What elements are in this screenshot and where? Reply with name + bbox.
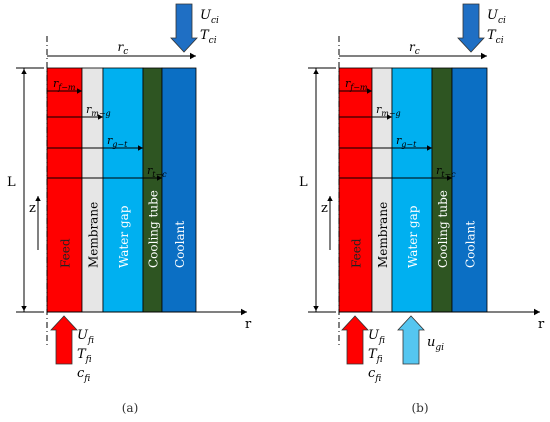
- coolant-inlet-arrow: [457, 3, 485, 53]
- radius-arrow: [47, 88, 82, 94]
- z-axis-label: z: [29, 201, 36, 216]
- feed-concentration-label: cfi: [368, 366, 381, 384]
- length-dimension: [16, 67, 44, 313]
- length-dimension: [308, 67, 336, 313]
- layer-water-gap: [102, 67, 144, 313]
- layer-label-water-gap: Water gap: [117, 205, 131, 268]
- coolant-temperature-label: Tci: [487, 28, 504, 46]
- z-axis: [327, 196, 333, 250]
- rc-label: rc: [409, 40, 420, 57]
- layer-label-membrane: Membrane: [376, 202, 390, 268]
- gap-velocity-label: ugi: [427, 335, 444, 353]
- layer-cooling-tube: [431, 67, 453, 313]
- coolant-velocity-label: Uci: [200, 8, 219, 26]
- length-label: L: [7, 175, 16, 190]
- panel-caption: (a): [122, 401, 139, 415]
- r-axis-label: r: [538, 317, 545, 332]
- z-axis: [35, 196, 41, 250]
- layer-coolant: [161, 67, 197, 313]
- feed-temperature-label: Tfi: [77, 347, 92, 365]
- radius-label: rt−c: [147, 164, 167, 179]
- rc-label: rc: [118, 40, 129, 57]
- layer-label-feed: Feed: [350, 238, 364, 268]
- panel-caption: (b): [411, 401, 428, 415]
- feed-velocity-label: Ufi: [77, 328, 94, 346]
- feed-inlet-arrow: [341, 315, 369, 365]
- radius-label: rm−g: [376, 103, 401, 118]
- radius-label: rf−m: [345, 77, 368, 92]
- rc-dimension: [339, 52, 487, 60]
- radius-label: rm−g: [86, 103, 111, 118]
- radius-arrow: [339, 88, 372, 94]
- layer-label-coolant: Coolant: [464, 221, 478, 268]
- radius-arrow: [339, 114, 392, 120]
- layer-membrane: [371, 67, 393, 313]
- layer-label-coolant: Coolant: [173, 221, 187, 268]
- layer-feed: [338, 67, 373, 313]
- radius-label: rg−t: [107, 134, 128, 149]
- layer-label-membrane: Membrane: [87, 202, 101, 268]
- layer-label-cooling-tube: Cooling tube: [147, 190, 161, 268]
- radius-arrow: [47, 114, 103, 120]
- radius-label: rg−t: [396, 134, 417, 149]
- coolant-inlet-arrow: [170, 3, 198, 53]
- radius-arrow: [339, 175, 452, 181]
- r-axis: [47, 308, 247, 316]
- coolant-temperature-label: Tci: [200, 28, 217, 46]
- length-label: L: [299, 175, 308, 190]
- layer-water-gap: [391, 67, 433, 313]
- r-axis-label: r: [245, 317, 252, 332]
- panel-a: Feed Membrane Water gap Cooling tube Coolant…: [7, 3, 252, 415]
- radius-arrow: [339, 145, 432, 151]
- layer-feed: [46, 67, 83, 313]
- z-axis-label: z: [321, 201, 328, 216]
- radius-arrow: [47, 175, 162, 181]
- layer-coolant: [451, 67, 488, 313]
- gap-inlet-arrow: [397, 315, 425, 365]
- layer-label-cooling-tube: Cooling tube: [436, 190, 450, 268]
- radius-arrow: [47, 145, 143, 151]
- panel-b: Feed Membrane Water gap Cooling tube Coolant…: [299, 3, 545, 415]
- layer-cooling-tube: [142, 67, 163, 313]
- rc-dimension: [47, 52, 196, 60]
- r-axis: [339, 308, 540, 316]
- coolant-velocity-label: Uci: [487, 8, 506, 26]
- radius-label: rf−m: [53, 77, 76, 92]
- feed-temperature-label: Tfi: [368, 347, 383, 365]
- layer-label-water-gap: Water gap: [406, 205, 420, 268]
- feed-inlet-arrow: [50, 315, 78, 365]
- feed-velocity-label: Ufi: [368, 328, 385, 346]
- feed-concentration-label: cfi: [77, 366, 90, 384]
- radius-label: rt−c: [436, 164, 456, 179]
- layer-label-feed: Feed: [59, 238, 73, 268]
